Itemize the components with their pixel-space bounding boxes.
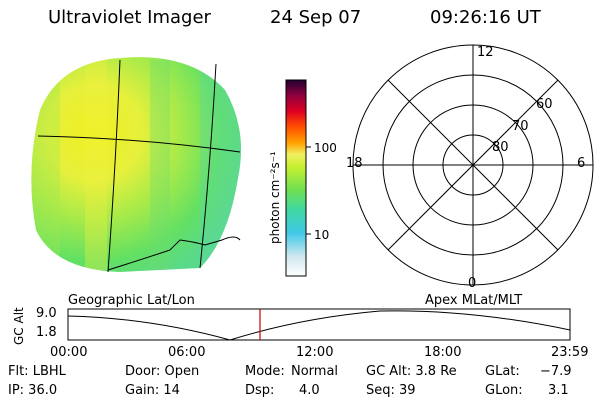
status-dsp-value: 4.0 [299,383,320,398]
instrument-title: Ultraviolet Imager [48,7,211,28]
lat-label-70: 70 [512,119,529,134]
geo-grid-lines [37,59,241,273]
altitude-ytick-1-8: 1.8 [36,325,57,340]
altitude-plot [67,308,571,341]
status-glon-value: 3.1 [548,383,569,398]
status-glat-value: −7.9 [540,364,572,379]
mlt-label-0: 0 [468,276,477,291]
colorbar [285,79,307,277]
status-glon-label: GLon: [485,383,523,398]
xtick-1800: 18:00 [424,345,462,360]
status-glat-label: GLat: [485,364,520,379]
status-gain: Gain: 14 [125,383,180,398]
status-ip: IP: 36.0 [8,383,58,398]
image-caption: Geographic Lat/Lon [68,293,195,308]
status-flt: Flt: LBHL [8,364,66,379]
altitude-curve [67,310,571,341]
time-label: 09:26:16 UT [430,7,541,28]
altitude-ylabel: GC Alt [12,307,26,345]
colorbar-tick-10: 10 [314,228,330,242]
colorbar-ticks [306,146,311,235]
lat-label-60: 60 [536,97,553,112]
xtick-0000: 00:00 [50,345,88,360]
status-mode-value: Normal [291,364,339,379]
status-seq: Seq: 39 [366,383,416,398]
uv-image [31,57,242,273]
polar-caption: Apex MLat/MLT [425,293,523,308]
colorbar-unit-label: photon cm⁻²s⁻¹ [268,151,282,244]
status-mode-label: Mode: [245,364,285,379]
mlt-label-6: 6 [577,156,586,171]
lat-label-80: 80 [492,140,509,155]
mlt-label-12: 12 [477,45,494,60]
polar-plot [352,44,594,286]
status-gc-alt: GC Alt: 3.8 Re [366,364,457,379]
date-label: 24 Sep 07 [270,7,362,28]
altitude-ytick-9: 9.0 [36,306,57,321]
status-door: Door: Open [125,364,200,379]
xtick-1200: 12:00 [296,345,334,360]
xtick-2359: 23:59 [551,345,589,360]
status-dsp-label: Dsp: [245,383,275,398]
mlt-label-18: 18 [346,156,363,171]
colorbar-tick-100: 100 [314,141,337,155]
xtick-0600: 06:00 [168,345,206,360]
